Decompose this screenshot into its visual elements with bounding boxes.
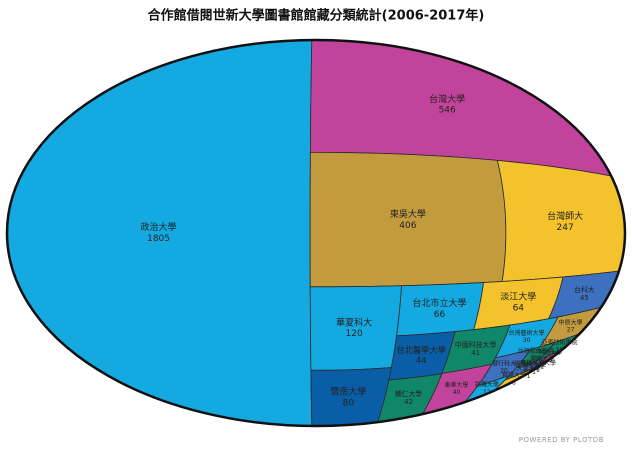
cell-value: 66 (434, 310, 446, 320)
cell-value: 9 (524, 368, 528, 375)
cell-label: 政治大學 (141, 221, 177, 233)
cell-label: 開南大學 (530, 355, 554, 363)
cell-label: 台灣戲曲學院 (518, 347, 554, 355)
cell-value: 1805 (147, 234, 170, 244)
cell-value: 406 (399, 221, 416, 231)
cell-value: 8 (512, 379, 516, 386)
footer: POWERED BY PLOTDB (519, 436, 604, 444)
cell-value: 120 (346, 329, 363, 339)
cell-label: 銘傳大學 (475, 381, 499, 389)
cell-label: 淡江大學 (500, 291, 536, 303)
cell-value: 1 (527, 373, 531, 380)
cell-label: 台灣師大 (547, 210, 583, 222)
cell-value: 41 (471, 349, 480, 357)
cell-label: 實踐大學 (502, 371, 526, 379)
cell-value: 546 (439, 106, 456, 116)
cell-value: 44 (416, 355, 427, 365)
cell-label: 台灣大學 (429, 93, 465, 105)
cell-value: 10 (556, 347, 564, 354)
cell-label: 高雄醫學大學 (520, 359, 556, 367)
cell-value: 1 (532, 369, 536, 376)
cell-value: 45 (580, 294, 589, 302)
cell-value: 247 (557, 223, 574, 233)
cell-label: 中國科技大學 (455, 340, 497, 349)
cell-label: 東吳大學 (390, 208, 426, 220)
labels: 政治大學1805台灣大學546東吳大學406台灣師大247華夏科大120暨南大學… (141, 93, 595, 409)
cell-label: 台灣藝術大學 (509, 329, 545, 337)
cell-label: 亞東技術學院 (541, 338, 577, 346)
cell-label: 華夏科大 (336, 316, 372, 328)
cell-value: 64 (513, 303, 525, 313)
cell-value: 30 (523, 337, 531, 344)
cell-value: 2 (540, 363, 544, 370)
cell-label: 大葉大學 (517, 365, 541, 373)
cell-value: 40 (453, 389, 461, 396)
cell-value: 80 (343, 398, 355, 408)
cell-value: 1 (536, 367, 540, 374)
cell-label: 明道大學 (538, 349, 562, 357)
chart-title: 合作館借閱世新大學圖書館館藏分類統計(2006-2017年) (148, 8, 485, 24)
cell-value: 27 (567, 327, 575, 334)
cell-label: 醒吾科大 (514, 360, 538, 368)
cell-label: 東華大學 (445, 381, 469, 389)
cell-label: 暨南大學 (330, 386, 366, 398)
cell-label: 健行科大 (492, 359, 516, 367)
cell-value: 20 (500, 367, 508, 374)
cell-value: 3 (548, 357, 552, 364)
cell-label: 台北醫學大學 (396, 345, 446, 355)
cell-value: 10 (532, 355, 540, 362)
cell-value: 12 (483, 389, 491, 396)
outline (5, 38, 627, 428)
cell-label: 中原大學 (559, 319, 583, 327)
cell-label: 輔仁大學 (395, 389, 422, 398)
cell-label: 台北市立大學 (412, 297, 466, 309)
cell-value: 42 (404, 398, 413, 406)
cell-label: 長庚大學 (522, 361, 546, 369)
cell-label: 台科大 (574, 285, 595, 294)
cells (5, 38, 627, 428)
